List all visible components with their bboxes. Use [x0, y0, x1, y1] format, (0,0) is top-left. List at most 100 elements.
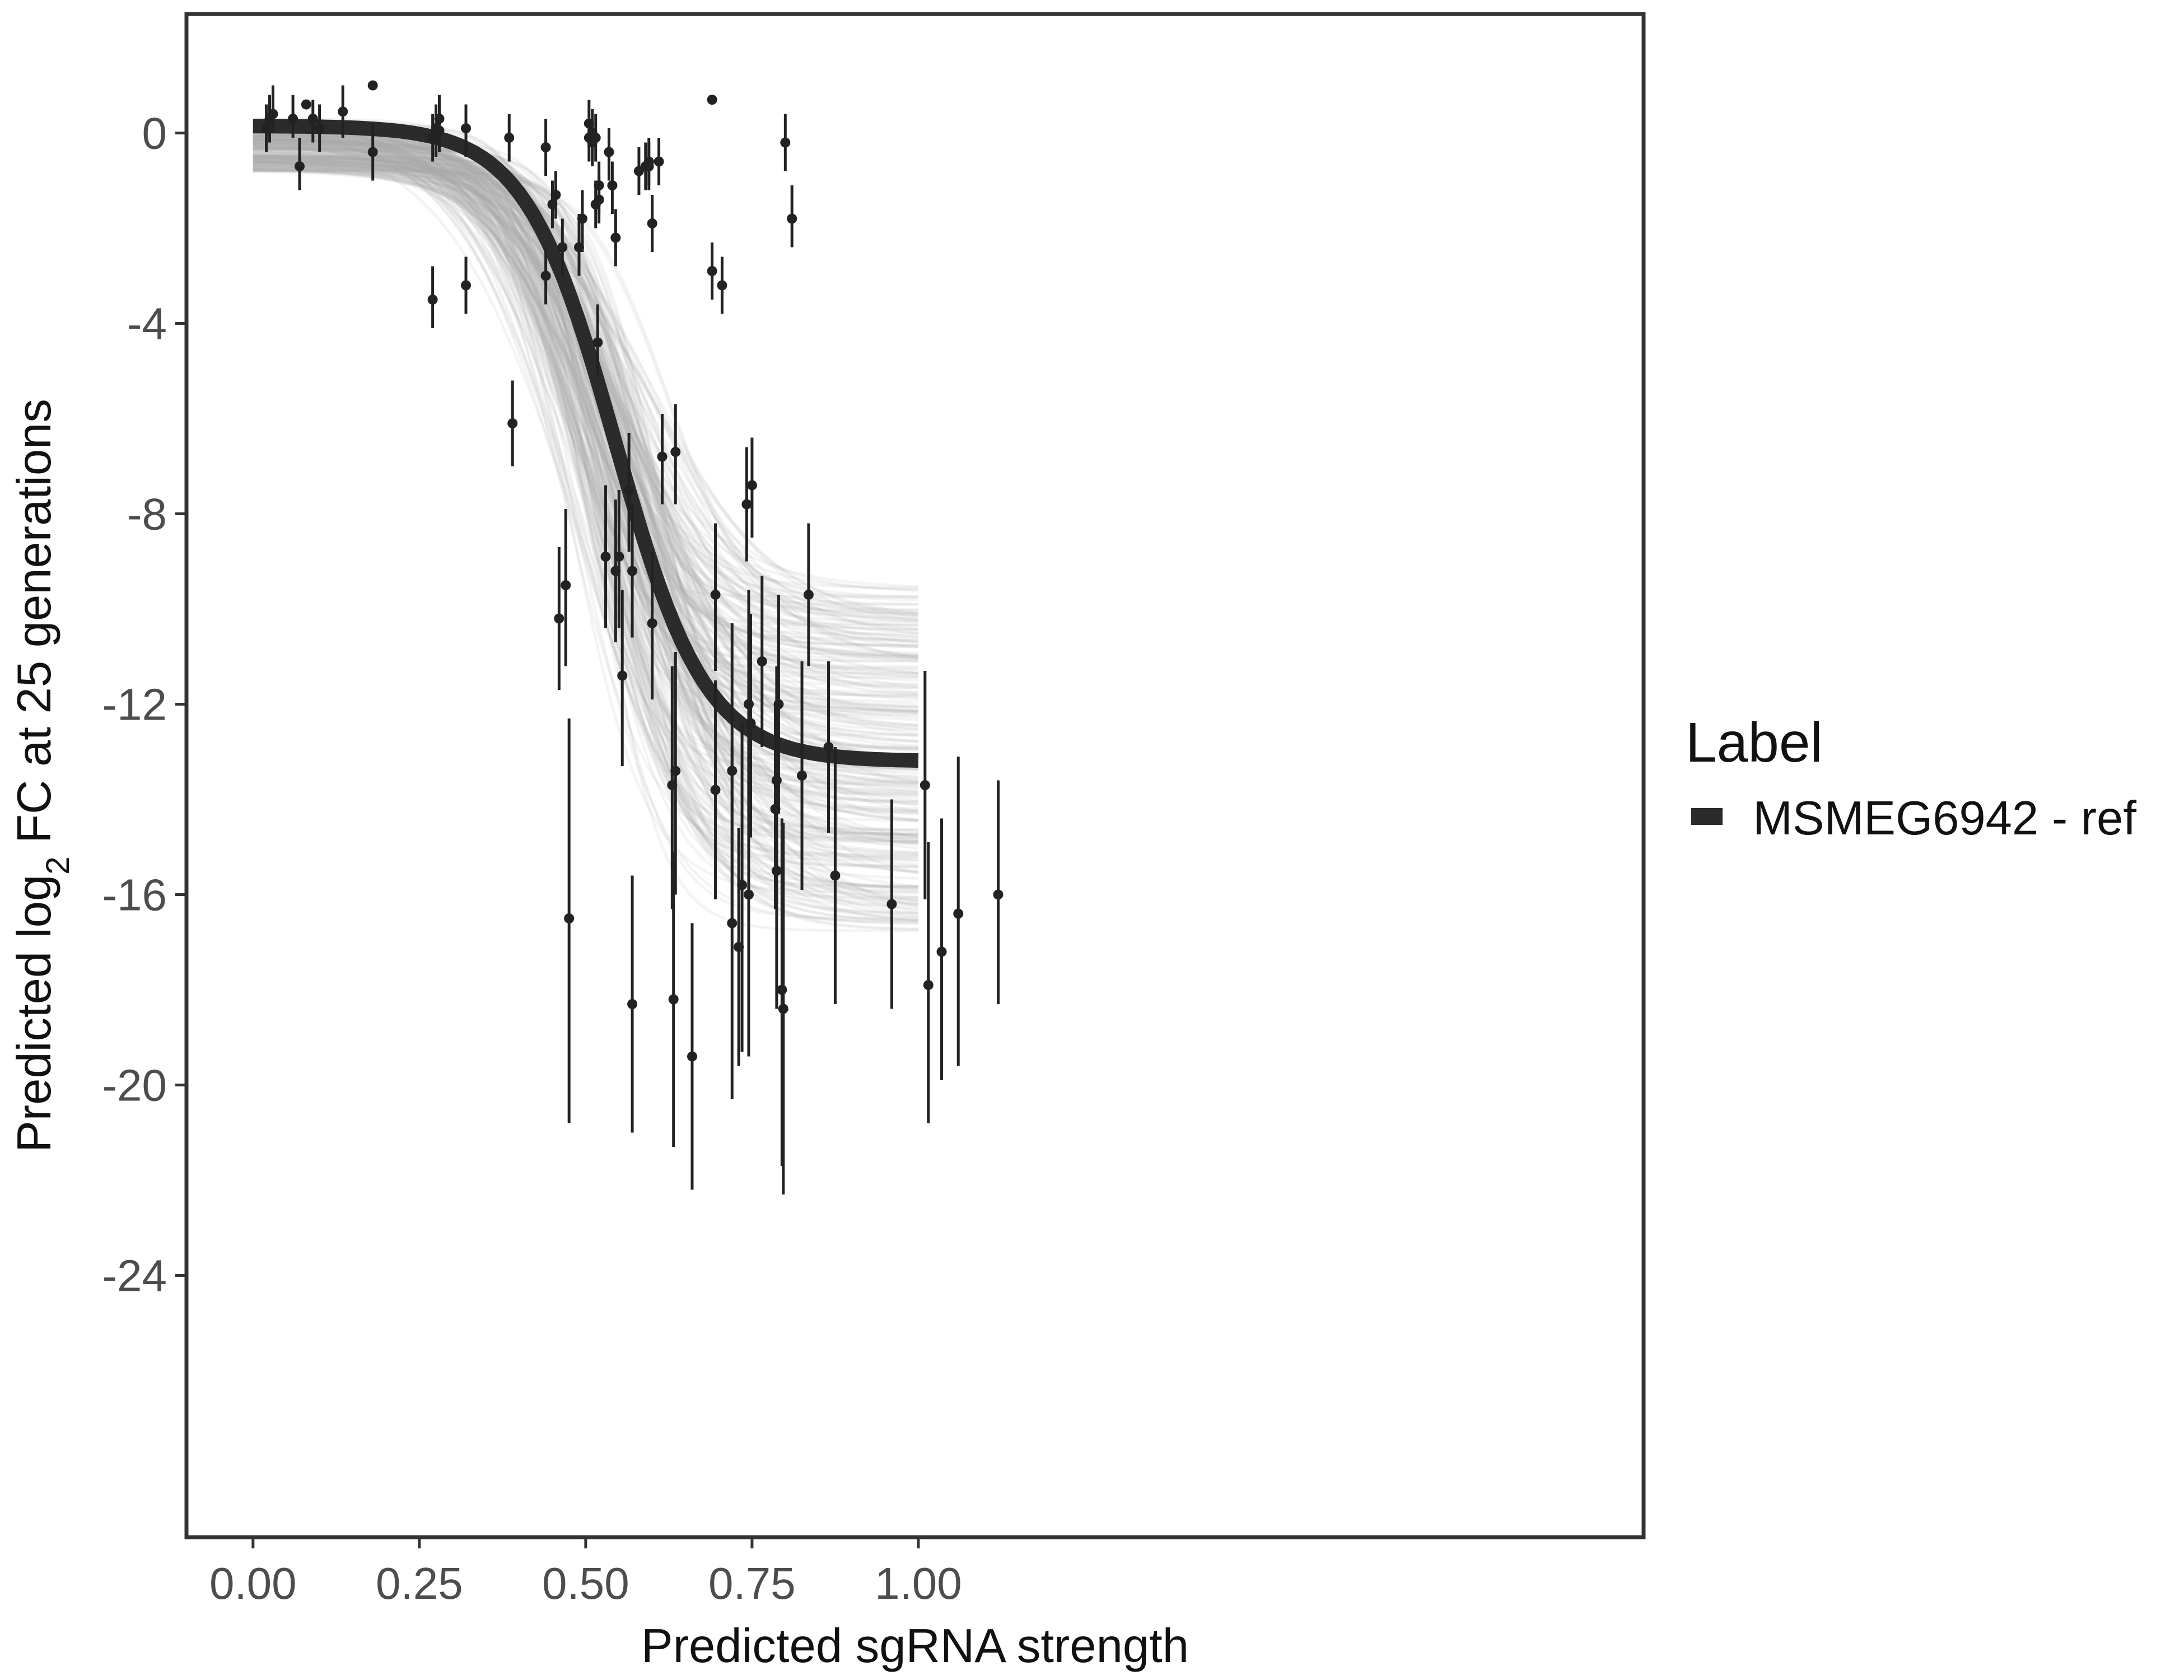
- posterior-sample-line: [253, 139, 918, 837]
- posterior-sample-line: [253, 156, 918, 888]
- data-point: [614, 490, 624, 628]
- point-marker: [607, 180, 618, 190]
- data-point: [590, 114, 601, 162]
- point-marker: [604, 147, 614, 157]
- data-point: [610, 209, 621, 267]
- posterior-sample-line: [253, 155, 918, 843]
- data-point: [624, 433, 634, 552]
- posterior-sample-line: [253, 123, 919, 815]
- data-point: [540, 247, 551, 305]
- data-point: [461, 256, 472, 314]
- posterior-sample-line: [253, 161, 919, 875]
- point-marker: [647, 618, 657, 628]
- posterior-sample-line: [253, 155, 919, 899]
- point-marker: [657, 451, 668, 462]
- data-point: [717, 256, 727, 314]
- posterior-sample-line: [253, 146, 918, 675]
- posterior-sample-line: [253, 131, 918, 836]
- posterior-sample-line: [253, 139, 918, 729]
- data-point: [936, 818, 947, 1080]
- data-point: [307, 100, 318, 143]
- data-point: [577, 190, 587, 252]
- point-marker: [307, 114, 318, 124]
- posterior-sample-line: [253, 136, 918, 837]
- posterior-sample-line: [253, 159, 918, 703]
- point-marker: [668, 994, 679, 1005]
- point-marker: [461, 280, 472, 291]
- posterior-sample-line: [253, 134, 918, 889]
- posterior-sample-line: [253, 135, 919, 844]
- posterior-sample-line: [253, 146, 919, 846]
- posterior-sample-line: [253, 141, 918, 925]
- posterior-sample-line: [253, 139, 918, 814]
- point-marker: [614, 552, 624, 562]
- data-point: [778, 823, 788, 1194]
- point-marker: [610, 232, 621, 243]
- posterior-sample-line: [253, 161, 918, 701]
- point-marker: [507, 418, 518, 428]
- y-axis-title: Predicted log2 FC at 25 generations: [8, 399, 76, 1152]
- data-point: [741, 447, 752, 562]
- point-marker: [540, 270, 551, 281]
- point-marker: [757, 656, 767, 666]
- posterior-sample-line: [253, 138, 918, 788]
- posterior-sample-line: [253, 150, 919, 874]
- data-point: [627, 875, 638, 1133]
- posterior-sample-line: [253, 128, 919, 873]
- y-tick-label: -8: [127, 489, 167, 539]
- data-point: [657, 414, 668, 505]
- posterior-sample-line: [253, 128, 918, 781]
- point-marker: [710, 590, 721, 600]
- posterior-sample-line: [253, 164, 918, 749]
- posterior-sample-line: [253, 143, 918, 839]
- data-point: [643, 142, 654, 190]
- point-marker: [771, 866, 782, 876]
- data-point: [617, 590, 628, 766]
- posterior-sample-line: [253, 134, 919, 786]
- data-point: [314, 104, 325, 152]
- point-marker: [746, 480, 757, 491]
- point-marker: [554, 613, 564, 624]
- posterior-sample-line: [253, 139, 918, 920]
- data-point: [823, 661, 834, 833]
- point-marker: [745, 718, 756, 729]
- posterior-sample-line: [253, 123, 918, 889]
- point-marker: [687, 1051, 697, 1062]
- data-point: [923, 842, 934, 1123]
- x-tick-label: 1.00: [875, 1558, 962, 1608]
- point-marker: [787, 213, 797, 224]
- posterior-sample-line: [253, 160, 919, 839]
- data-point: [607, 161, 618, 214]
- data-point: [920, 671, 930, 899]
- point-marker: [624, 485, 634, 495]
- data-point: [564, 718, 575, 1123]
- data-point: [710, 523, 721, 671]
- point-marker: [830, 870, 841, 881]
- data-point: [627, 504, 638, 638]
- posterior-sample-line: [253, 147, 918, 786]
- posterior-sample-line: [253, 142, 919, 715]
- posterior-sample-line: [253, 137, 918, 795]
- posterior-sample-line: [253, 130, 918, 779]
- posterior-sample-line: [253, 147, 918, 922]
- posterior-sample-line: [253, 137, 919, 922]
- y-tick-label: -12: [102, 680, 167, 730]
- posterior-sample-line: [253, 164, 918, 836]
- posterior-sample-line: [253, 148, 919, 866]
- posterior-sample-line: [253, 136, 919, 862]
- point-marker: [314, 123, 325, 133]
- posterior-sample-line: [253, 144, 919, 918]
- point-marker: [504, 133, 515, 143]
- point-marker: [741, 499, 752, 510]
- posterior-sample-line: [253, 151, 918, 803]
- point-marker: [301, 99, 311, 110]
- data-point: [707, 242, 717, 300]
- legend-title: Label: [1686, 711, 1823, 774]
- data-point: [434, 104, 445, 152]
- data-point: [604, 128, 614, 181]
- point-marker: [707, 95, 717, 105]
- posterior-sample-line: [253, 138, 918, 737]
- posterior-sample-line: [253, 157, 918, 905]
- posterior-sample-line: [253, 152, 918, 931]
